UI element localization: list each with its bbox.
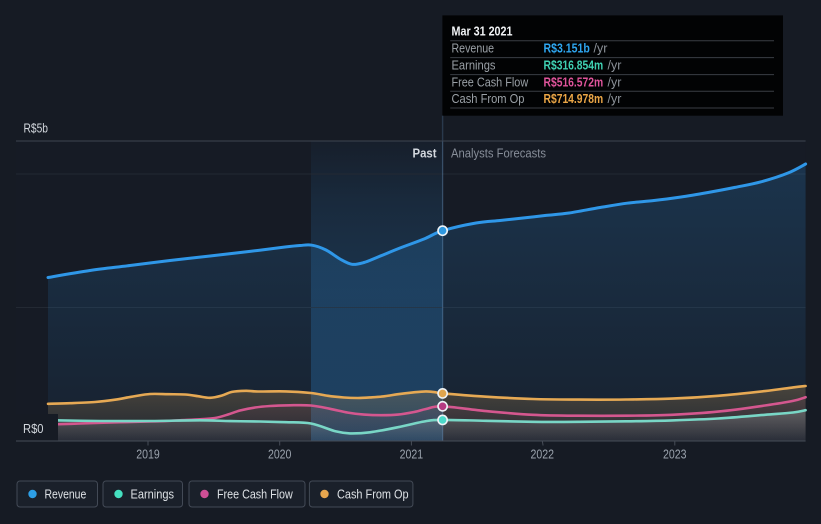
svg-text:R$316.854m: R$316.854m — [544, 59, 604, 73]
svg-text:2019: 2019 — [136, 448, 160, 462]
svg-text:/yr: /yr — [608, 59, 622, 73]
svg-text:2021: 2021 — [400, 448, 424, 462]
svg-text:Revenue: Revenue — [45, 487, 87, 501]
svg-text:R$0: R$0 — [23, 422, 44, 436]
svg-text:2020: 2020 — [268, 448, 292, 462]
svg-text:Cash From Op: Cash From Op — [452, 92, 525, 106]
svg-text:/yr: /yr — [594, 42, 608, 56]
svg-text:Past: Past — [413, 147, 438, 161]
svg-text:R$3.151b: R$3.151b — [544, 42, 591, 56]
svg-text:/yr: /yr — [608, 92, 622, 106]
svg-text:Cash From Op: Cash From Op — [337, 487, 409, 501]
svg-text:R$5b: R$5b — [24, 122, 49, 136]
svg-text:Analysts Forecasts: Analysts Forecasts — [451, 147, 546, 161]
svg-text:Revenue: Revenue — [452, 42, 495, 56]
svg-text:R$516.572m: R$516.572m — [544, 75, 604, 89]
svg-text:2022: 2022 — [531, 448, 555, 462]
svg-text:Mar 31 2021: Mar 31 2021 — [452, 24, 513, 39]
svg-text:/yr: /yr — [608, 75, 622, 89]
svg-text:R$714.978m: R$714.978m — [544, 92, 604, 106]
svg-text:Earnings: Earnings — [131, 487, 175, 501]
svg-text:Free Cash Flow: Free Cash Flow — [217, 487, 294, 501]
svg-text:Free Cash Flow: Free Cash Flow — [452, 75, 530, 89]
svg-text:Earnings: Earnings — [452, 59, 496, 73]
svg-text:2023: 2023 — [663, 448, 687, 462]
